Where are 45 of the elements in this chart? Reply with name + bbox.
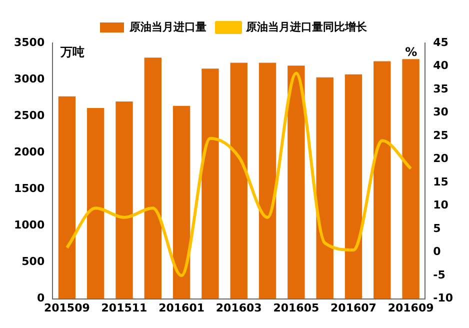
y2-axis-title: %	[405, 45, 418, 60]
bar	[58, 96, 76, 299]
bar	[316, 77, 334, 299]
x-tick-label: 201509	[44, 301, 90, 314]
y-tick-label: 3000	[14, 72, 45, 86]
y-tick-label: 3500	[14, 36, 45, 49]
x-tick-label: 201603	[216, 301, 262, 314]
y2-tick-label: 10	[433, 198, 449, 212]
y2-tick-label: 15	[433, 175, 448, 188]
x-tick-label: 201511	[101, 301, 148, 314]
bar	[144, 58, 162, 299]
x-tick-label: 201601	[158, 301, 205, 314]
line-series	[65, 72, 412, 278]
y2-tick-label: 40	[433, 59, 449, 72]
y2-tick-label: 45	[433, 36, 448, 49]
y2-tick-label: 20	[433, 152, 449, 166]
y-tick-label: 2500	[14, 108, 45, 122]
y-tick-label: 1000	[14, 218, 45, 232]
bar	[172, 106, 190, 299]
x-tick-label: 201609	[388, 301, 434, 314]
bar	[288, 66, 305, 299]
x-tick-label: 201605	[273, 301, 320, 314]
y-tick-label: 500	[22, 255, 45, 268]
bar	[258, 62, 276, 299]
y2-tick-label: 35	[433, 82, 448, 96]
y2-tick-label: 25	[433, 128, 448, 142]
bar	[402, 59, 420, 299]
y-tick-label: 0	[36, 292, 45, 305]
bar	[202, 68, 219, 299]
y2-tick-label: -10	[433, 292, 454, 305]
y2-tick-label: 5	[433, 222, 441, 235]
y-axis-title: 万吨	[60, 45, 85, 60]
bar	[344, 74, 362, 299]
y-tick-label: 1500	[14, 182, 45, 196]
x-tick-label: 201607	[330, 301, 376, 314]
y2-tick-label: -5	[433, 268, 446, 282]
bar	[374, 61, 391, 299]
y-tick-label: 2000	[14, 145, 45, 158]
y2-tick-label: 30	[433, 106, 449, 119]
bar	[116, 101, 133, 299]
bar	[87, 108, 104, 299]
y2-tick-label: 0	[433, 245, 442, 258]
bar	[230, 62, 248, 299]
legend-label: 原油当月进口量同比增长	[245, 20, 368, 34]
legend-label: 原油当月进口量	[128, 20, 206, 34]
